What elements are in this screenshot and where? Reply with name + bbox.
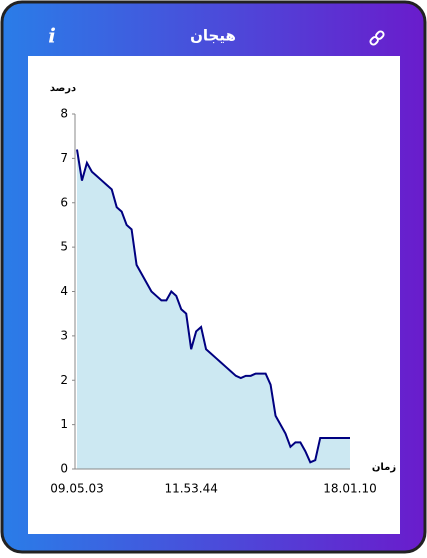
y-tick-label: 6 <box>60 195 68 209</box>
area <box>77 149 350 469</box>
y-tick-label: 2 <box>60 373 68 387</box>
y-tick-label: 8 <box>60 107 68 121</box>
line <box>76 149 350 464</box>
y-tick-label: 4 <box>60 284 68 298</box>
header-title: هیجان <box>190 27 236 45</box>
x-tick-label: 11.53.44 <box>164 482 217 496</box>
y-tick-label: 1 <box>60 417 68 431</box>
y-tick-label: 3 <box>60 328 68 342</box>
x-tick-label: 09.05.03 <box>50 482 103 496</box>
x-tick-label: 18.01.10 <box>323 482 376 496</box>
y-tick-label: 7 <box>60 151 68 165</box>
y-tick-label: 5 <box>60 240 68 254</box>
y-axis-label: درصد <box>50 83 76 94</box>
y-tick-label: 0 <box>60 462 68 476</box>
info-button[interactable]: i <box>48 24 56 48</box>
link-button[interactable] <box>369 30 385 46</box>
x-axis-label: زمان <box>372 462 396 473</box>
